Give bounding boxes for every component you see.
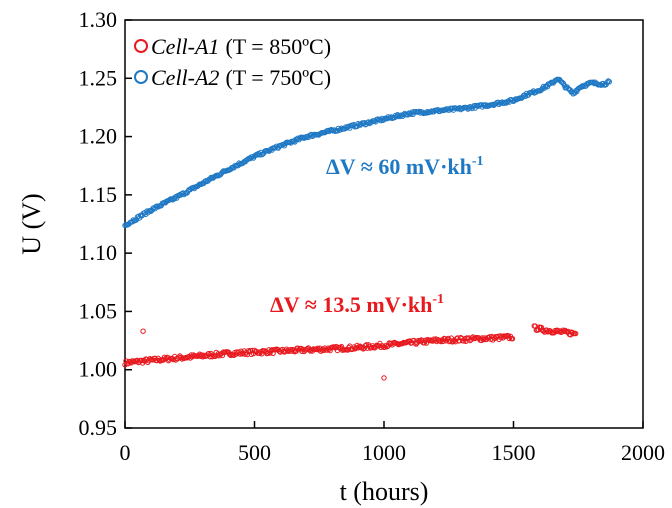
x-tick-label: 500: [238, 440, 271, 465]
x-tick-label: 1500: [492, 440, 536, 465]
y-tick-label: 1.00: [79, 357, 118, 382]
y-tick-label: 1.05: [79, 298, 118, 323]
y-tick-label: 1.30: [79, 7, 118, 32]
legend-marker-cell-a2: [134, 70, 148, 84]
outlier-point: [140, 328, 146, 334]
data-point: [580, 83, 586, 90]
y-tick-label: 1.20: [79, 124, 118, 149]
outlier-point: [381, 375, 387, 381]
x-tick-label: 1000: [362, 440, 406, 465]
legend-entry-cell-a1: Cell-A1 (T = 850ºC): [151, 34, 331, 59]
data-point: [560, 327, 566, 333]
data-point: [505, 333, 511, 339]
legend-marker-cell-a1: [134, 39, 148, 53]
annotation-cell-a2-slope: ΔV ≈ 60 mV·kh-1: [326, 154, 484, 179]
data-point: [130, 217, 137, 223]
data-point: [542, 84, 549, 90]
y-tick-label: 1.25: [79, 65, 118, 90]
y-axis-title: U (V): [17, 193, 46, 254]
legend-entry-cell-a2: Cell-A2 (T = 750ºC): [151, 65, 331, 90]
x-axis-title: t (hours): [340, 477, 429, 506]
data-point: [265, 350, 271, 356]
data-point: [606, 79, 612, 85]
data-point: [501, 100, 507, 106]
data-point: [509, 336, 516, 342]
data-point: [294, 136, 300, 143]
data-point: [237, 351, 243, 357]
annotation-cell-a1-slope: ΔV ≈ 13.5 mV·kh-1: [270, 292, 444, 317]
y-tick-label: 1.15: [79, 182, 118, 207]
y-axis-ticks: 0.95 1.00 1.05 1.10 1.15 1.20 1.25 1.30: [79, 7, 132, 440]
x-tick-label: 0: [120, 440, 131, 465]
x-axis-ticks: 0 500 1000 1500 2000: [120, 421, 665, 465]
y-tick-label: 0.95: [79, 415, 118, 440]
series-cell-a1: [122, 323, 579, 381]
plot-frame: [124, 19, 644, 429]
data-point: [573, 330, 579, 337]
series-layer: [122, 76, 612, 381]
y-tick-label: 1.10: [79, 240, 118, 265]
data-point: [605, 78, 611, 84]
x-tick-label: 2000: [621, 440, 665, 465]
legend: Cell-A1 (T = 850ºC) Cell-A2 (T = 750ºC): [134, 34, 331, 90]
series-cell-a2: [122, 76, 612, 229]
